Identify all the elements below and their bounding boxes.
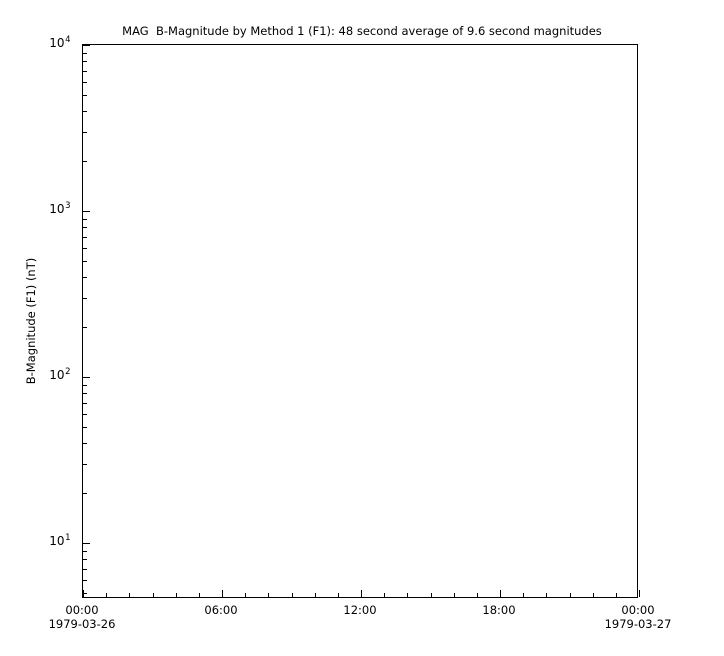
x-minor-tick <box>337 593 339 597</box>
y-minor-tick <box>83 579 87 581</box>
y-axis-title: B-Magnitude (F1) (nT) <box>24 257 38 385</box>
y-minor-tick <box>83 568 87 570</box>
x-tick-label: 00:00 1979-03-26 <box>48 603 116 631</box>
plot-title: MAG B-Magnitude by Method 1 (F1): 48 sec… <box>122 24 602 38</box>
x-minor-tick <box>175 593 177 597</box>
x-tick-time: 18:00 <box>482 603 516 617</box>
y-minor-tick <box>83 227 87 229</box>
y-tick-exponent: 3 <box>65 201 71 211</box>
y-minor-tick <box>83 277 87 279</box>
x-major-tick <box>639 590 640 597</box>
x-tick-label: 00:00 1979-03-27 <box>604 603 672 631</box>
x-tick-time: 12:00 <box>343 603 377 617</box>
x-minor-tick <box>523 593 525 597</box>
x-minor-tick <box>546 593 548 597</box>
y-minor-tick <box>83 393 87 395</box>
y-minor-tick <box>83 161 87 163</box>
x-tick-date: 1979-03-26 <box>48 616 116 631</box>
y-minor-tick <box>83 402 87 404</box>
x-major-tick <box>83 590 84 597</box>
y-tick-label: 101 <box>49 533 71 549</box>
x-tick-label: 12:00 <box>343 603 377 618</box>
y-major-tick <box>83 45 90 46</box>
y-minor-tick <box>83 559 87 561</box>
y-tick-mantissa: 10 <box>49 36 65 50</box>
y-tick-exponent: 4 <box>65 35 71 45</box>
y-tick-mantissa: 10 <box>49 202 65 216</box>
y-minor-tick <box>83 493 87 495</box>
x-minor-tick <box>268 593 270 597</box>
x-minor-tick <box>198 593 200 597</box>
x-minor-tick <box>384 593 386 597</box>
x-tick-label: 18:00 <box>482 603 516 618</box>
y-minor-tick <box>83 592 87 594</box>
y-minor-tick <box>83 247 87 249</box>
x-tick-label: 06:00 <box>204 603 238 618</box>
x-minor-tick <box>152 593 154 597</box>
y-minor-tick <box>83 443 87 445</box>
x-minor-tick <box>291 593 293 597</box>
y-minor-tick <box>83 384 87 386</box>
y-minor-tick <box>83 426 87 428</box>
y-minor-tick <box>83 413 87 415</box>
y-minor-tick <box>83 70 87 72</box>
x-minor-tick <box>106 593 108 597</box>
plot-axes-frame <box>82 44 640 598</box>
x-minor-tick <box>453 593 455 597</box>
x-minor-tick <box>592 593 594 597</box>
x-minor-tick <box>615 593 617 597</box>
y-minor-tick <box>83 94 87 96</box>
y-minor-tick <box>83 327 87 329</box>
y-minor-tick <box>83 297 87 299</box>
x-minor-tick <box>569 593 571 597</box>
x-minor-tick <box>129 593 131 597</box>
y-tick-mantissa: 10 <box>49 534 65 549</box>
x-tick-time: 06:00 <box>204 603 238 617</box>
y-major-tick <box>83 543 90 545</box>
y-tick-label: 102 <box>49 367 71 383</box>
y-minor-tick <box>83 260 87 262</box>
x-minor-tick <box>476 593 478 597</box>
y-minor-tick <box>83 463 87 465</box>
y-minor-tick <box>83 550 87 552</box>
x-minor-tick <box>245 593 247 597</box>
y-major-tick <box>83 377 90 378</box>
x-major-tick <box>500 590 501 597</box>
x-tick-date: 1979-03-27 <box>604 616 672 631</box>
x-tick-time: 00:00 <box>621 603 655 617</box>
y-minor-tick <box>83 61 87 63</box>
plot-data-area <box>83 45 637 597</box>
y-tick-label: 104 <box>49 35 71 51</box>
x-major-tick <box>222 590 223 597</box>
y-minor-tick <box>83 81 87 83</box>
x-minor-tick <box>314 593 316 597</box>
x-minor-tick <box>430 593 432 597</box>
y-minor-tick <box>83 218 87 220</box>
x-tick-time: 00:00 <box>65 603 99 617</box>
x-minor-tick <box>407 593 409 597</box>
y-major-tick <box>83 211 90 212</box>
y-minor-tick <box>83 131 87 133</box>
y-minor-tick <box>83 111 87 113</box>
y-tick-exponent: 2 <box>65 367 71 377</box>
y-tick-exponent: 1 <box>65 533 71 544</box>
x-major-tick <box>361 590 362 597</box>
y-tick-mantissa: 10 <box>49 368 65 382</box>
y-minor-tick <box>83 52 87 54</box>
y-minor-tick <box>83 236 87 238</box>
y-tick-label: 103 <box>49 201 71 217</box>
